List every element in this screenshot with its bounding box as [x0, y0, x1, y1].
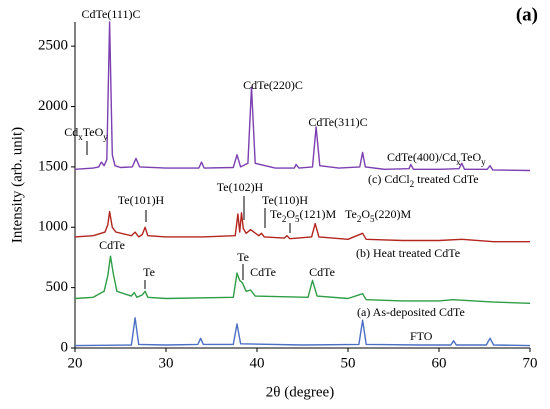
annotation: CdTe(111)C [82, 7, 141, 21]
annotation-text: Te(102)H [217, 180, 264, 194]
annotation-text: Te [345, 207, 357, 221]
annotation: Te [143, 265, 155, 279]
y-tick-label: 1000 [38, 219, 68, 235]
annotation: FTO [410, 329, 433, 343]
y-tick-label: 0 [61, 339, 69, 355]
annotation-subscript: y [481, 157, 486, 167]
x-tick-label: 30 [159, 355, 174, 371]
annotation: CdxTeOy [64, 125, 108, 142]
annotation-text: Te [143, 265, 155, 279]
annotation: CdTe(400)/CdxTeOy [387, 150, 486, 167]
annotation: Te [237, 250, 249, 264]
annotation-text: TeO [461, 150, 482, 164]
annotation-subscript: y [103, 132, 108, 142]
annotation-subscript: 2 [282, 214, 287, 224]
y-tick-label: 2000 [38, 98, 68, 114]
series-line [74, 255, 531, 304]
annotation: (b) Heat treated CdTe [356, 246, 460, 260]
annotation-text: CdTe(311)C [308, 115, 367, 129]
annotation: CdTe [309, 265, 335, 279]
annotation-text: CdTe(111)C [82, 7, 141, 21]
x-axis-label: 2θ (degree) [266, 384, 334, 400]
x-tick-label: 50 [341, 355, 356, 371]
annotation: (c) CdCl2 treated CdTe [368, 172, 479, 189]
annotation-text: TeO [83, 125, 104, 139]
annotation-subscript: x [456, 157, 461, 167]
series-line [74, 317, 531, 347]
annotation-text: (121)M [300, 207, 337, 221]
annotation: Te2O5(121)M [270, 207, 336, 224]
annotation-subscript: 2 [410, 179, 415, 189]
annotation-subscript: 2 [357, 214, 362, 224]
annotation-text: (c) CdCl [368, 172, 410, 186]
series-line [74, 210, 530, 243]
annotation: CdTe(311)C [308, 115, 367, 129]
annotation-subscript: 5 [370, 214, 375, 224]
annotation-text: O [361, 207, 370, 221]
annotation-subscript: 5 [295, 214, 300, 224]
annotation-text: (220)M [375, 207, 412, 221]
annotation-text: (a) As-deposited CdTe [357, 305, 465, 319]
annotation-text: CdTe [250, 265, 276, 279]
annotation: Te(102)H [217, 180, 264, 194]
x-tick-label: 70 [523, 355, 538, 371]
chart-title: (a) [516, 4, 538, 25]
annotation: CdTe(220)C [243, 78, 303, 92]
annotation-text: Te(110)H [262, 193, 308, 207]
annotation-text: Te [237, 250, 249, 264]
annotation-text: Cd [64, 125, 78, 139]
annotation: (a) As-deposited CdTe [357, 305, 465, 319]
y-tick-label: 2500 [38, 38, 68, 54]
annotation-text: CdTe(220)C [243, 78, 303, 92]
x-tick-label: 40 [250, 355, 265, 371]
annotation-text: CdTe [99, 238, 125, 252]
annotation: CdTe [250, 265, 276, 279]
annotation-text: (b) Heat treated CdTe [356, 246, 460, 260]
annotation-subscript: x [78, 132, 83, 142]
annotation-text: FTO [410, 329, 433, 343]
x-tick-label: 60 [432, 355, 447, 371]
y-axis-label: Intensity (arb. unit) [9, 127, 25, 243]
y-tick-label: 500 [46, 279, 69, 295]
series-line [74, 21, 531, 172]
annotation-text: Te [270, 207, 282, 221]
annotation: Te2O5(220)M [345, 207, 411, 224]
annotation: Te(110)H [262, 193, 308, 207]
annotation-text: O [286, 207, 295, 221]
annotation: Te(101)H [118, 193, 165, 207]
annotation-text: CdTe [309, 265, 335, 279]
annotation-text: Te(101)H [118, 193, 165, 207]
x-tick-label: 20 [68, 355, 83, 371]
annotation: CdTe [99, 238, 125, 252]
y-tick-label: 1500 [38, 158, 68, 174]
annotation-text: treated CdTe [414, 172, 478, 186]
annotation-text: CdTe(400)/Cd [387, 150, 456, 164]
